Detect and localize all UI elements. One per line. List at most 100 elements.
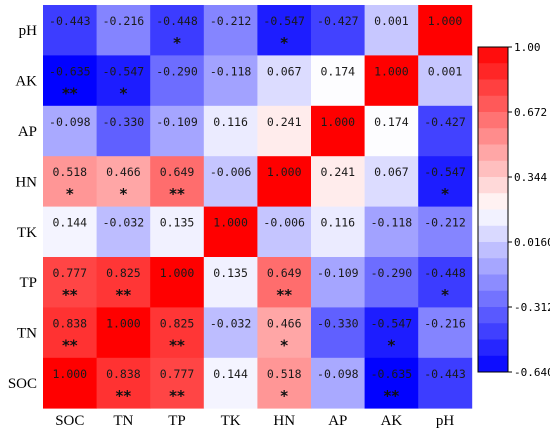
significance-marker: * (280, 34, 288, 52)
heatmap-cell-pH-TP (150, 5, 205, 56)
cell-value-label: -0.427 (424, 115, 466, 129)
heatmap-cell-SOC-AK (364, 357, 419, 409)
heatmap-cell-TK-TK (203, 206, 258, 258)
colorbar-segment (478, 177, 508, 194)
heatmap-cell-AK-TK (203, 55, 258, 107)
colorbar-segment (478, 63, 508, 81)
cell-value-label: 0.116 (213, 115, 248, 129)
cell-value-label: 0.777 (160, 367, 195, 381)
cell-value-label: -0.635 (371, 367, 413, 381)
colorbar-tick-label: -0.640 (514, 366, 550, 379)
heatmap-cell-AP-TK (203, 105, 258, 157)
cell-value-label: 0.466 (267, 316, 302, 330)
heatmap-cell-TK-HN (257, 206, 312, 258)
cell-value-label: -0.547 (263, 14, 305, 28)
cell-value-label: 0.518 (52, 165, 87, 179)
cell-value-label: 0.001 (374, 14, 409, 28)
y-tick-label: TP (19, 275, 37, 291)
cell-value-label: -0.006 (263, 216, 305, 230)
heatmap-cell-TP-TP (150, 257, 205, 308)
cell-value-label: -0.330 (103, 115, 145, 129)
cell-value-label: -0.098 (317, 367, 359, 381)
heatmap-cell-HN-TN (96, 156, 151, 207)
x-tick-label: HN (273, 413, 295, 429)
heatmap-cells (43, 5, 473, 409)
heatmap-cell-SOC-pH (418, 357, 473, 409)
cell-value-label: -0.290 (371, 266, 413, 280)
x-tick-label: SOC (55, 413, 84, 429)
significance-marker: * (280, 336, 288, 354)
colorbar-segment (478, 307, 508, 324)
cell-value-label: -0.118 (210, 64, 252, 78)
cell-value-label: 0.067 (267, 64, 302, 78)
heatmap-cell-TN-SOC (43, 307, 97, 359)
y-tick-label: pH (19, 23, 38, 39)
cell-value-label: 0.174 (374, 115, 409, 129)
colorbar-segment (478, 290, 508, 308)
heatmap-cell-TK-TP (150, 206, 205, 258)
heatmap-cell-pH-HN (257, 5, 312, 56)
cell-value-label: 0.135 (213, 266, 248, 280)
colorbar-segment (478, 47, 508, 64)
cell-value-label: -0.448 (424, 266, 466, 280)
heatmap-cell-HN-HN (257, 156, 312, 207)
cell-value-label: -0.098 (49, 115, 91, 129)
cell-value-label: 0.144 (213, 367, 248, 381)
x-tick-label: AP (328, 413, 347, 429)
cell-value-label: 0.838 (52, 316, 87, 330)
x-tick-label: TK (221, 413, 241, 429)
colorbar-segment (478, 112, 508, 129)
significance-marker: * (387, 336, 395, 354)
cell-value-label: 0.466 (106, 165, 141, 179)
y-tick-label: HN (15, 174, 37, 190)
heatmap-cell-TN-TK (203, 307, 258, 359)
significance-marker: ** (384, 387, 400, 405)
cell-value-label: -0.109 (317, 266, 359, 280)
heatmap-cell-TN-TN (96, 307, 151, 359)
cell-value-label: 1.000 (374, 64, 409, 78)
heatmap-cell-TP-TK (203, 257, 258, 308)
colorbar-segment (478, 79, 508, 97)
heatmap-cell-AK-AP (311, 55, 365, 107)
cell-value-label: -0.290 (156, 64, 198, 78)
cell-value-label: 1.000 (320, 115, 355, 129)
heatmap-cell-SOC-TP (150, 357, 205, 409)
heatmap-cell-AP-TP (150, 105, 205, 157)
colorbar-segment (478, 128, 508, 146)
cell-value-label: 1.000 (160, 266, 195, 280)
heatmap-cell-AK-TN (96, 55, 151, 107)
cell-value-label: 0.838 (106, 367, 141, 381)
heatmap-cell-SOC-AP (311, 357, 365, 409)
heatmap-cell-AK-AK (364, 55, 419, 107)
heatmap-cell-HN-AK (364, 156, 419, 207)
cell-value-label: 0.825 (106, 266, 141, 280)
colorbar-frame (477, 46, 509, 373)
colorbar-tick-label: 0.344 (514, 171, 547, 184)
heatmap-cell-AP-AK (364, 105, 419, 157)
heatmap-cell-SOC-TN (96, 357, 151, 409)
colorbar-segments (478, 47, 508, 372)
significance-marker: * (441, 286, 449, 304)
heatmap-cell-SOC-TK (203, 357, 258, 409)
cell-value-label: -0.547 (103, 64, 145, 78)
cell-value-label: -0.443 (49, 14, 91, 28)
y-tick-label: AP (18, 124, 37, 140)
heatmap-cell-TN-AK (364, 307, 419, 359)
significance-marker: ** (62, 336, 78, 354)
cell-value-label: -0.427 (317, 14, 359, 28)
cell-value-label: 0.174 (320, 64, 355, 78)
cell-value-label: -0.109 (156, 115, 198, 129)
heatmap-cell-TK-pH (418, 206, 473, 258)
x-axis-labels: SOC TN TP TK HN AP AK pH (55, 413, 454, 429)
heatmap-cell-TP-TN (96, 257, 151, 308)
colorbar-segment (478, 193, 508, 211)
cell-value-label: -0.118 (371, 216, 413, 230)
cell-value-label: 0.649 (267, 266, 302, 280)
cell-value-label: 1.000 (428, 14, 463, 28)
significance-marker: ** (62, 286, 78, 304)
heatmap-cell-pH-AP (311, 5, 365, 56)
heatmap-cell-pH-SOC (43, 5, 97, 56)
heatmap-cell-TP-AK (364, 257, 419, 308)
cell-value-label: -0.216 (103, 14, 145, 28)
cell-value-label: 1.000 (52, 367, 87, 381)
